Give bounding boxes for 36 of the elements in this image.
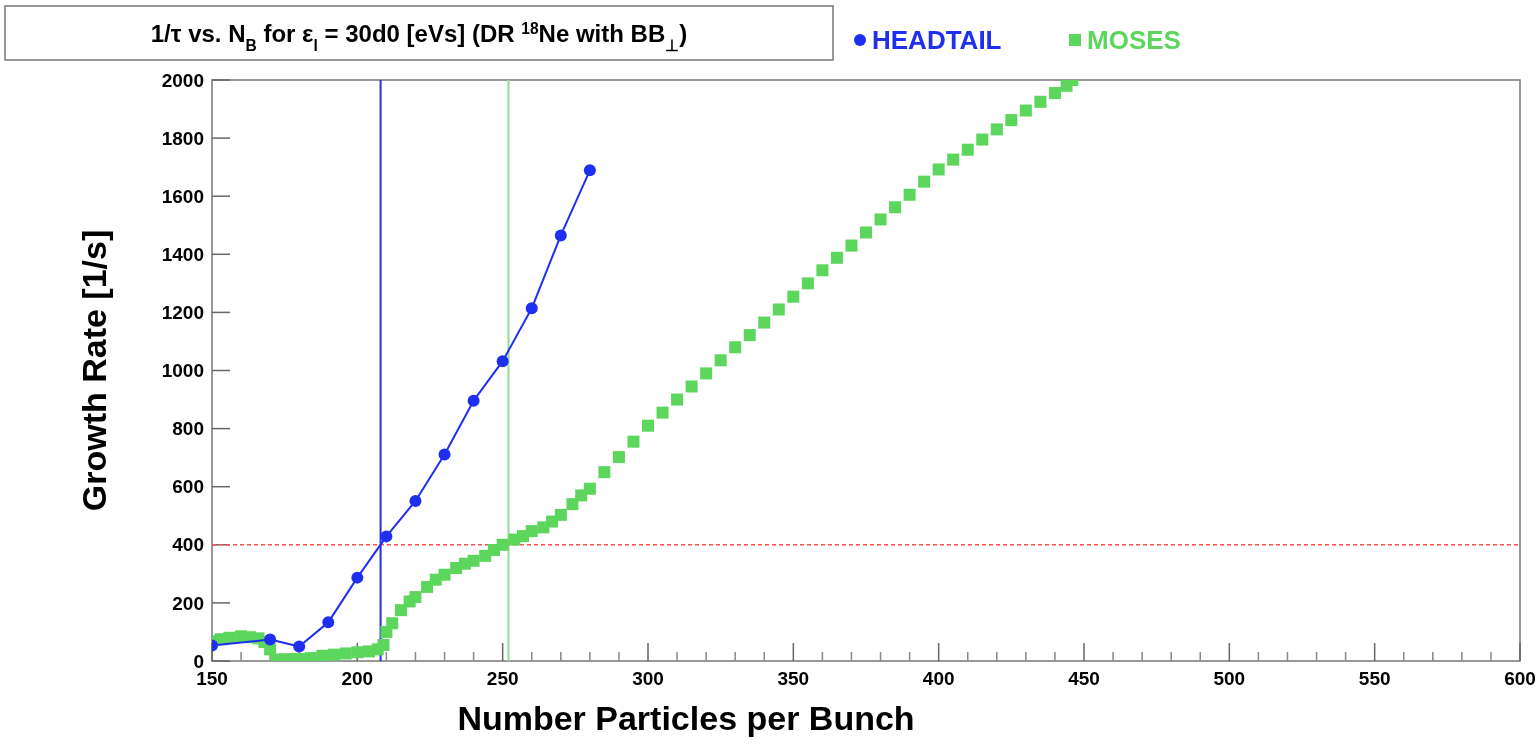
- y-tick-label: 1800: [161, 127, 204, 149]
- x-tick-label: 600: [1504, 668, 1536, 689]
- x-axis-title: Number Particles per Bunch: [457, 699, 915, 737]
- chart-title: 1/τ vs. N$_{B}$ for ε$_{l}$ = 30d0 [eVs] (DR $^{18}$Ne with BB$_{⊥}$): [150, 19, 688, 54]
- point: [467, 394, 480, 407]
- legend-label: MOSES: [1087, 25, 1181, 56]
- y-tick-label: 2000: [161, 69, 204, 91]
- y-tick-label: 600: [172, 476, 204, 498]
- y-tick-label: 200: [172, 592, 204, 614]
- point: [293, 640, 306, 653]
- point: [351, 571, 364, 584]
- x-tick-label: 450: [1068, 668, 1100, 689]
- x-tick-label: 250: [486, 668, 519, 689]
- x-tick-label: 550: [1358, 668, 1391, 689]
- y-tick-label: 1000: [161, 360, 204, 382]
- y-axis-title: Growth Rate [1/s]: [75, 229, 113, 512]
- point: [583, 164, 596, 177]
- x-tick-label: 300: [632, 668, 664, 689]
- y-tick-label: 1600: [161, 185, 204, 207]
- x-tick-label: 500: [1213, 668, 1246, 689]
- point: [380, 530, 393, 543]
- y-tick-label: 400: [172, 534, 204, 556]
- point: [322, 616, 335, 629]
- point: [438, 448, 451, 461]
- point: [496, 355, 509, 368]
- x-tick-label: 200: [341, 668, 374, 689]
- y-tick-label: 1400: [161, 243, 204, 265]
- x-tick-label: 400: [922, 668, 955, 689]
- legend-label: HEADTAIL: [872, 25, 1002, 56]
- point: [525, 302, 538, 315]
- point: [409, 494, 422, 507]
- y-tick-label: 1200: [161, 302, 204, 324]
- x-tick-label: 350: [777, 668, 810, 689]
- point: [264, 633, 277, 646]
- y-tick-label: 800: [172, 418, 204, 440]
- point: [554, 229, 567, 242]
